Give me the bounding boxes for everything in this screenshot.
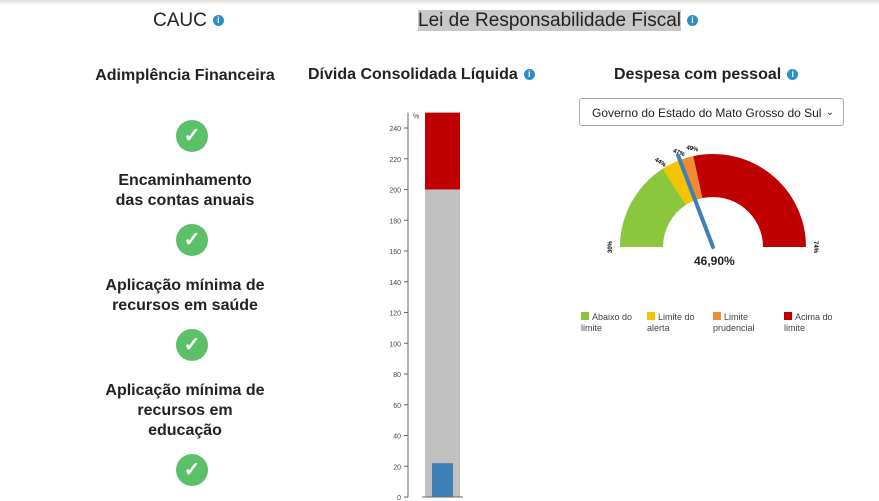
y-tick-label: 20 [393, 464, 401, 471]
band-label: 49% [686, 145, 700, 154]
gauge-band [662, 159, 696, 205]
y-tick-label: 160 [389, 249, 401, 256]
entity-select-value: Governo do Estado do Mato Grosso do Sul [592, 106, 822, 120]
gauge-needle [676, 153, 715, 249]
bar-below-limit [425, 189, 460, 497]
lrf-header: Lei de Responsabilidade Fiscal i [418, 10, 698, 32]
legend-swatch [784, 312, 792, 320]
y-tick-label: 60 [393, 403, 401, 410]
legend-label: Acima do limite [784, 312, 833, 333]
check-icon: ✓ [176, 120, 208, 152]
legend-swatch [713, 312, 721, 320]
legend-swatch [581, 312, 589, 320]
check-icon: ✓ [176, 454, 208, 486]
pessoal-gauge: 44% 47% 49% 30% 74% [608, 145, 818, 254]
entity-select[interactable]: Governo do Estado do Mato Grosso do Sul ⌄ [579, 98, 844, 126]
cauc-header: CAUC i [153, 10, 224, 32]
max-label: 74% [812, 241, 818, 254]
check-icon: ✓ [176, 224, 208, 256]
unit-label: % [413, 114, 419, 121]
legend-item: Limite do alerta [647, 312, 707, 334]
legend-item: Acima do limite [784, 312, 844, 334]
info-icon[interactable]: i [787, 69, 799, 81]
y-tick-label: 180 [389, 218, 401, 225]
chevron-down-icon: ⌄ [825, 107, 834, 118]
legend-label: Limite prudencial [713, 312, 755, 333]
bar-above-limit [425, 112, 460, 190]
pessoal-title: Despesa com pessoal [614, 66, 782, 83]
divida-title: Dívida Consolidada Líquida [308, 66, 518, 83]
gauge-band [620, 168, 686, 247]
info-icon[interactable]: i [687, 15, 698, 27]
y-tick-label: 0 [397, 495, 401, 501]
cauc-title: CAUC [153, 10, 207, 31]
band-label: 47% [672, 148, 686, 158]
y-tick-label: 140 [389, 280, 401, 287]
y-tick-label: 80 [393, 372, 401, 379]
y-tick-label: 220 [389, 157, 401, 164]
divida-header: Dívida Consolidada Líquida i [308, 66, 535, 84]
legend-swatch [647, 312, 655, 320]
info-icon[interactable]: i [523, 69, 535, 81]
legend-label: Limite do alerta [647, 312, 695, 333]
gauge-value: 46,90% [694, 254, 735, 268]
cauc-item-label: Encaminhamento das contas anuais [115, 172, 255, 209]
lrf-title: Lei de Responsabilidade Fiscal [418, 10, 681, 31]
y-tick-label: 40 [393, 434, 401, 441]
check-icon: ✓ [176, 329, 208, 361]
info-icon[interactable]: i [212, 15, 224, 27]
cauc-item-label: Aplicação mínima de recursos em educação [105, 382, 265, 439]
band-label: 44% [653, 157, 667, 169]
pessoal-header: Despesa com pessoal i [614, 66, 799, 84]
y-tick-label: 100 [389, 341, 401, 348]
y-tick-label: 120 [389, 311, 401, 318]
legend-item: Limite prudencial [713, 312, 773, 334]
top-shadow [0, 0, 879, 5]
cauc-item-label: Adimplência Financeira [95, 67, 275, 84]
gauge-band [680, 156, 703, 201]
legend-label: Abaixo do limite [581, 312, 633, 333]
legend-item: Abaixo do limite [581, 312, 641, 334]
y-tick-label: 240 [389, 126, 401, 133]
divida-chart: 0 20 40 60 80 100 120 140 160 180 200 220 240% [389, 112, 463, 501]
min-label: 30% [608, 240, 614, 253]
bar-value [432, 463, 453, 497]
cauc-item-label: Aplicação mínima de recursos em saúde [105, 277, 265, 314]
y-tick-label: 200 [389, 188, 401, 195]
gauge-band [693, 154, 806, 247]
